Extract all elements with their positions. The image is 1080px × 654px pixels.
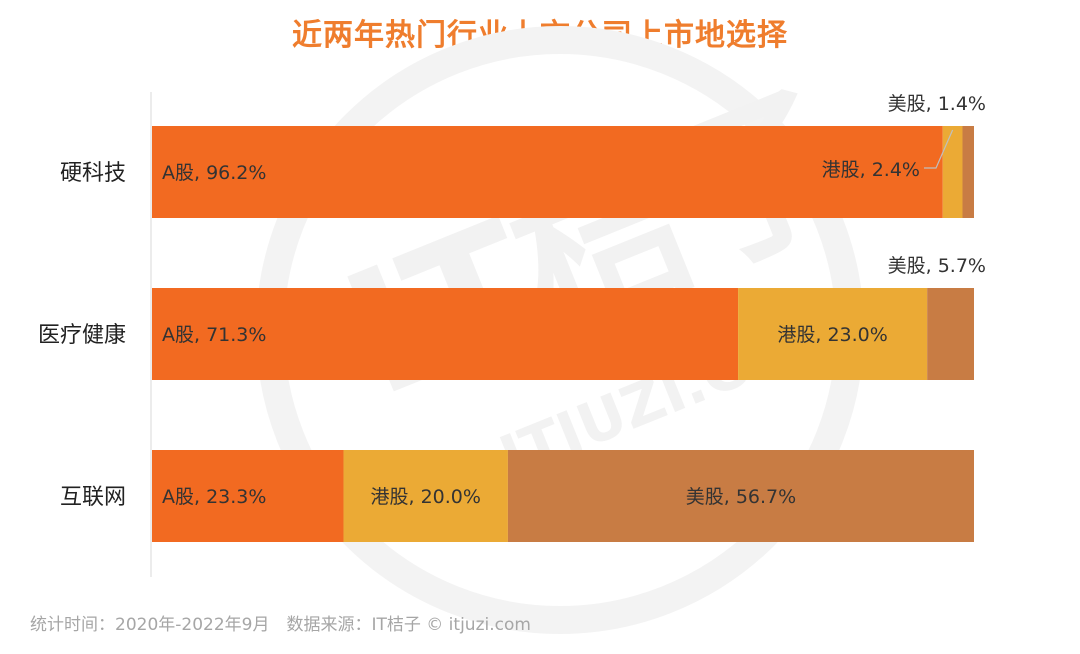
bar-segment — [343, 450, 508, 542]
data-label: A股, 96.2% — [162, 162, 266, 184]
category-label: 医疗健康 — [38, 323, 126, 348]
footer-source: 统计时间：2020年-2022年9月 数据来源：IT桔子 © itjuzi.co… — [30, 615, 531, 635]
bar-segment — [927, 288, 974, 380]
leader-line — [924, 129, 954, 169]
bar-segment — [152, 450, 344, 542]
category-label: 互联网 — [60, 485, 126, 510]
bar-segment — [152, 288, 739, 380]
data-label: A股, 71.3% — [162, 324, 266, 346]
data-label: 港股, 2.4% — [822, 159, 920, 181]
labels: 硬科技 A股, 96.2% 港股, 2.4% 美股, 1.4% 医疗健康 A股, 71.3… — [38, 93, 986, 510]
bar-segment — [942, 126, 963, 218]
data-label: 港股, 20.0% — [370, 486, 480, 508]
data-label: 美股, 1.4% — [888, 93, 986, 115]
bars — [152, 126, 974, 542]
bar-segment — [738, 288, 928, 380]
data-label: 美股, 5.7% — [888, 255, 986, 277]
category-label: 硬科技 — [60, 161, 126, 186]
data-label: 美股, 56.7% — [686, 486, 796, 508]
data-label: A股, 23.3% — [162, 486, 266, 508]
data-label: 港股, 23.0% — [777, 324, 887, 346]
bar-segment — [507, 450, 974, 542]
bar-segment — [962, 126, 974, 218]
bar-segment — [152, 126, 943, 218]
